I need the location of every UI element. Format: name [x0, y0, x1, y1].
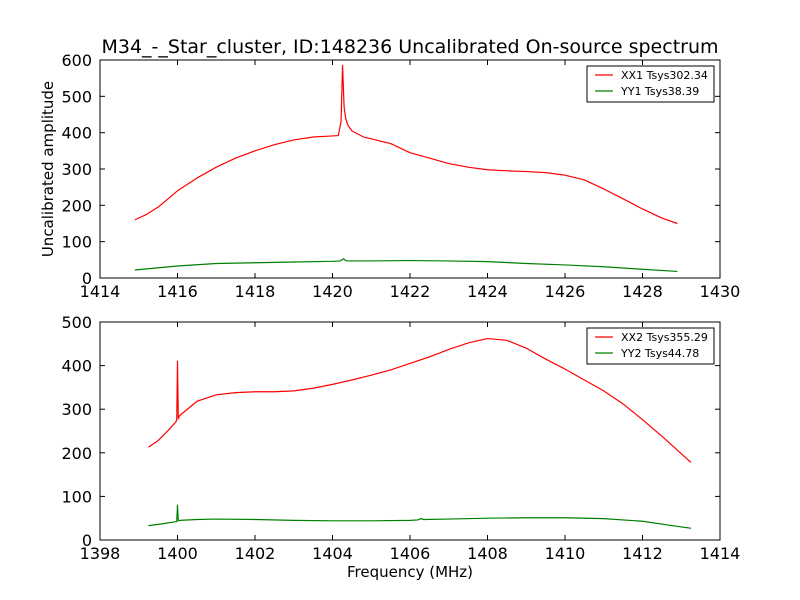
y-tick-label: 500 [61, 87, 92, 106]
y-tick-label: 200 [61, 444, 92, 463]
x-tick-label: 1408 [467, 544, 508, 563]
series-line-xx1 [134, 64, 678, 225]
legend-label: YY1 Tsys38.39 [620, 85, 699, 98]
y-tick-label: 100 [61, 487, 92, 506]
x-tick-label: 1418 [235, 282, 276, 301]
y-tick-label: 0 [82, 531, 92, 550]
x-tick-label: 1420 [312, 282, 353, 301]
legend: XX2 Tsys355.29 YY2 Tsys44.78 [586, 327, 715, 365]
x-tick-label: 1412 [622, 544, 663, 563]
legend-label: YY2 Tsys44.78 [620, 347, 699, 360]
y-tick-label: 200 [61, 196, 92, 215]
y-tick-label: 600 [61, 51, 92, 70]
bottom-panel: 1398 1400 1402 1404 1406 1408 1410 1412 1414 0 100… [61, 313, 740, 563]
y-tick-label: 300 [61, 160, 92, 179]
x-tick-label: 1414 [80, 282, 121, 301]
x-tick-label: 1398 [80, 544, 121, 563]
legend: XX1 Tsys302.34 YY1 Tsys38.39 [586, 65, 715, 103]
legend-box [586, 65, 715, 103]
x-tick-label: 1428 [622, 282, 663, 301]
series-line-yy1 [134, 258, 678, 273]
series-line-xx2 [148, 337, 692, 463]
legend-box [586, 327, 715, 365]
x-tick-label: 1424 [467, 282, 508, 301]
x-tick-label: 1402 [235, 544, 276, 563]
legend-label: XX2 Tsys355.29 [621, 331, 708, 344]
y-tick-label: 100 [61, 233, 92, 252]
x-tick-label: 1414 [700, 544, 741, 563]
y-tick-label: 300 [61, 400, 92, 419]
y-tick-label: 0 [82, 269, 92, 288]
y-tick-label: 500 [61, 313, 92, 332]
chart-title: M34_-_Star_cluster, ID:148236 Uncalibrat… [101, 36, 718, 58]
series-line-yy2 [148, 504, 692, 529]
y-tick-label: 400 [61, 357, 92, 376]
top-panel: 1414 1416 1418 1420 1422 1424 1426 1428 1430 0 100… [61, 51, 740, 301]
x-tick-label: 1400 [157, 544, 198, 563]
x-tick-label: 1404 [312, 544, 353, 563]
x-tick-label: 1426 [545, 282, 586, 301]
x-axis-label: Frequency (MHz) [347, 563, 473, 581]
x-tick-label: 1422 [390, 282, 431, 301]
x-tick-label: 1406 [390, 544, 431, 563]
y-axis-label: Uncalibrated amplitude [39, 81, 57, 257]
x-tick-label: 1410 [545, 544, 586, 563]
x-tick-label: 1416 [157, 282, 198, 301]
x-tick-label: 1430 [700, 282, 741, 301]
legend-label: XX1 Tsys302.34 [621, 69, 708, 82]
y-tick-label: 400 [61, 124, 92, 143]
